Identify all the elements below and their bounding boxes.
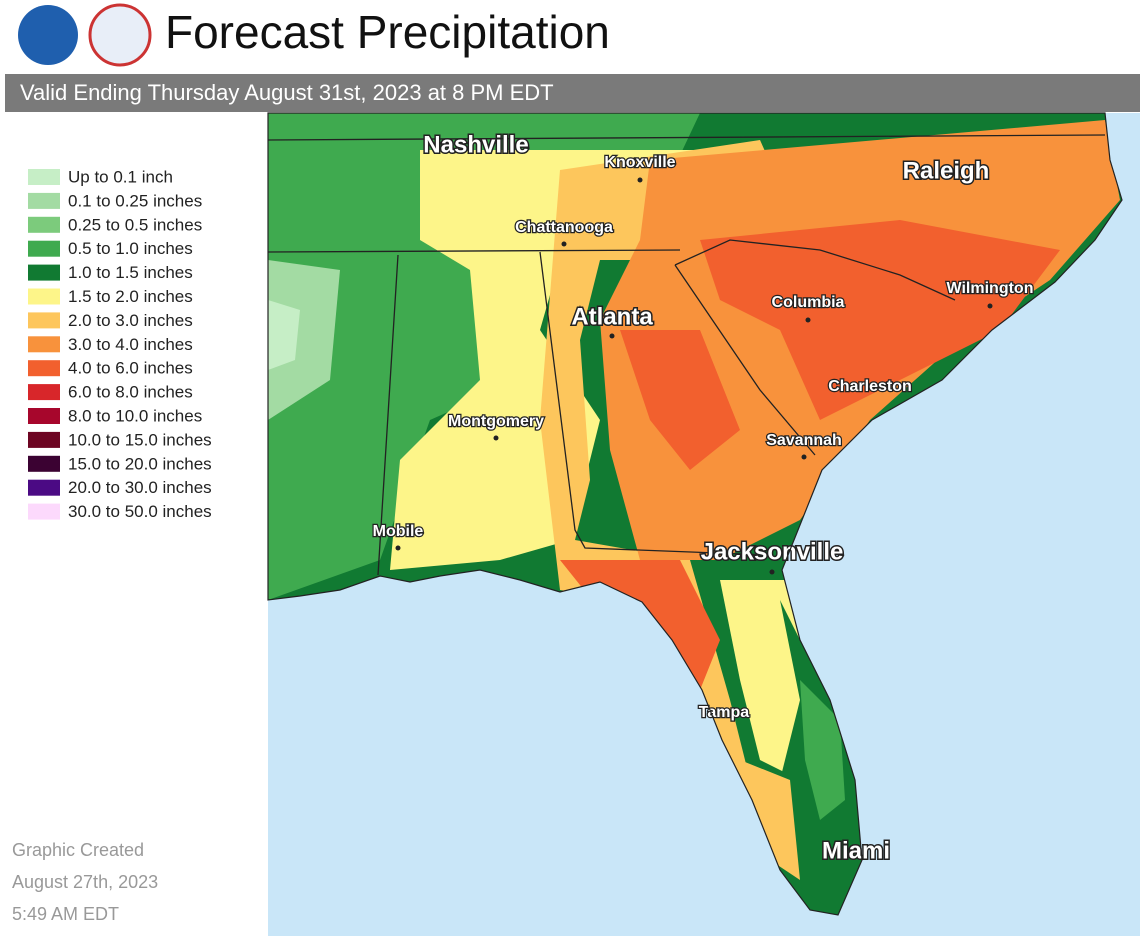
legend-label: 4.0 to 6.0 inches <box>68 359 193 378</box>
state-borders <box>267 134 1106 576</box>
legend-swatch <box>28 288 60 305</box>
city-dot <box>637 177 643 183</box>
legend-label: 0.1 to 0.25 inches <box>68 191 202 210</box>
city-label: Knoxville <box>604 154 675 171</box>
created-note: 5:49 AM EDT <box>12 904 119 924</box>
legend-swatch <box>28 360 60 377</box>
legend-swatch <box>28 264 60 281</box>
city-label: Atlanta <box>571 303 653 330</box>
city-label: Mobile <box>373 523 424 540</box>
legend-label: 6.0 to 8.0 inches <box>68 383 193 402</box>
legend-label: 2.0 to 3.0 inches <box>68 311 193 330</box>
city-label: Columbia <box>772 294 845 311</box>
legend-swatch <box>28 192 60 209</box>
precip-area <box>620 330 740 470</box>
legend-swatch <box>28 503 60 520</box>
created-note: August 27th, 2023 <box>12 872 158 892</box>
legend-label: 1.5 to 2.0 inches <box>68 287 193 306</box>
city-dot <box>805 317 811 323</box>
legend-swatch <box>28 169 60 185</box>
legend-swatch <box>28 336 60 353</box>
legend-swatch <box>28 384 60 401</box>
precip-area <box>740 760 800 880</box>
city-label: Raleigh <box>903 157 990 184</box>
coastline <box>267 112 1123 916</box>
nws-logo <box>88 3 152 67</box>
city-dot <box>987 303 993 309</box>
city-label: Nashville <box>423 131 528 158</box>
city-label: Tampa <box>699 704 749 721</box>
legend-label: 3.0 to 4.0 inches <box>68 335 193 354</box>
city-label: Wilmington <box>947 280 1034 297</box>
precip-area <box>268 260 340 420</box>
title: Forecast Precipitation <box>165 6 610 58</box>
city-label: Charleston <box>828 378 912 395</box>
legend-swatch <box>28 312 60 329</box>
legend-swatch <box>28 240 60 257</box>
precip-area <box>268 300 300 370</box>
city-dot <box>561 241 567 247</box>
city-label: Savannah <box>766 432 842 449</box>
city-dot <box>801 454 807 460</box>
legend-swatch <box>28 431 60 448</box>
legend-label: 0.25 to 0.5 inches <box>68 215 202 234</box>
legend-label: Up to 0.1 inch <box>68 167 173 186</box>
city-dot <box>769 569 775 575</box>
legend-label: 0.5 to 1.0 inches <box>68 239 193 258</box>
legend-label: 30.0 to 50.0 inches <box>68 502 212 521</box>
city-label: Chattanooga <box>515 219 613 236</box>
legend-label: 15.0 to 20.0 inches <box>68 454 212 473</box>
legend-label: 20.0 to 30.0 inches <box>68 478 212 497</box>
legend-swatch <box>28 479 60 496</box>
legend-label: 8.0 to 10.0 inches <box>68 406 202 425</box>
subtitle-bar <box>5 74 1140 112</box>
legend-label: 10.0 to 15.0 inches <box>68 430 212 449</box>
legend-swatch <box>28 216 60 233</box>
created-note: Graphic Created <box>12 840 144 860</box>
city-label: Montgomery <box>448 413 544 430</box>
city-label: Jacksonville <box>701 538 844 565</box>
legend-label: 1.0 to 1.5 inches <box>68 263 193 282</box>
city-dot <box>609 333 615 339</box>
legend-swatch <box>28 408 60 424</box>
noaa-logo <box>18 5 78 65</box>
subtitle: Valid Ending Thursday August 31st, 2023 … <box>20 80 554 105</box>
city-dot <box>493 435 499 441</box>
legend-swatch <box>28 455 60 472</box>
precip-area <box>700 220 1060 420</box>
city-label: Miami <box>822 837 890 864</box>
precip-area <box>800 680 845 820</box>
city-dot <box>395 545 401 551</box>
